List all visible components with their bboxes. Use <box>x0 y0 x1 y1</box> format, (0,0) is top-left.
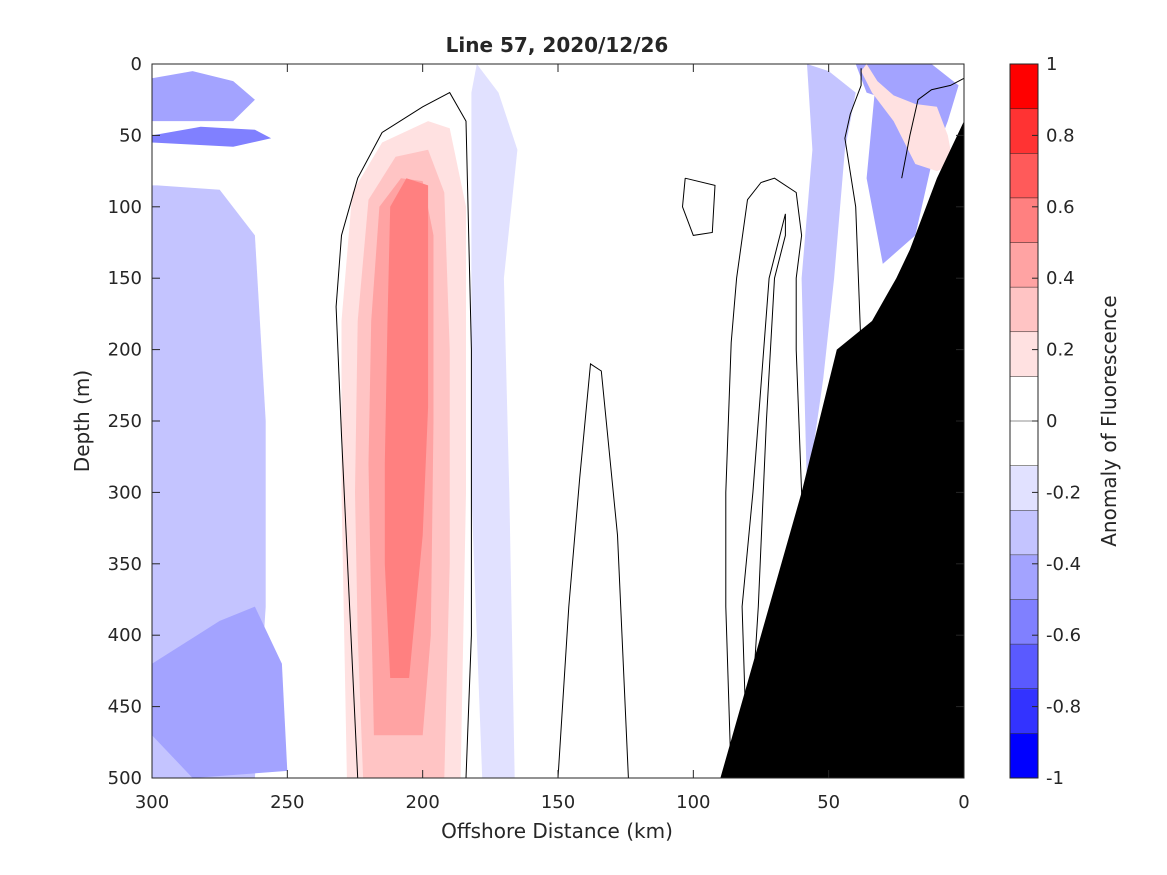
colorbar-tick-label: 0.8 <box>1046 125 1075 146</box>
colorbar-swatch <box>1010 554 1038 600</box>
anomaly-region <box>861 64 954 172</box>
y-tick-label: 50 <box>119 125 142 146</box>
colorbar-tick-label: 0.6 <box>1046 197 1075 218</box>
colorbar-tick-label: -0.8 <box>1046 697 1081 718</box>
colorbar-swatch <box>1010 421 1038 467</box>
colorbar-swatch <box>1010 64 1038 110</box>
anomaly-region <box>152 126 272 147</box>
colorbar-swatches <box>1010 64 1038 779</box>
colorbar-swatch <box>1010 599 1038 645</box>
y-tick-label: 300 <box>108 482 142 503</box>
zero-contour-line <box>901 77 964 179</box>
x-tick-label: 50 <box>817 792 840 813</box>
y-tick-label: 0 <box>131 54 142 75</box>
bathymetry <box>720 121 964 778</box>
zero-contour-line <box>741 213 786 778</box>
colorbar-ticks: 1 0.8 0.6 0.4 0.2 0 -0.2 -0.4 -0.6 -0.8 -1 <box>1032 54 1081 789</box>
colorbar-swatch <box>1010 510 1038 556</box>
colorbar-swatch <box>1010 197 1038 243</box>
colorbar: 1 0.8 0.6 0.4 0.2 0 -0.2 -0.4 -0.6 -0.8 -1 Anomaly… <box>1009 54 1121 789</box>
x-tick-label: 300 <box>135 792 169 813</box>
y-axis-label: Depth (m) <box>70 370 94 472</box>
y-tick-label: 350 <box>108 554 142 575</box>
zero-contours <box>335 68 964 778</box>
chart-title: Line 57, 2020/12/26 <box>446 33 669 57</box>
colorbar-swatch <box>1010 287 1038 333</box>
plot-area: 300 250 200 150 100 50 0 050100150200250300350… <box>108 54 970 813</box>
y-tick-label: 450 <box>108 697 142 718</box>
anomaly-region <box>801 64 856 493</box>
y-tick-label: 500 <box>108 768 142 789</box>
y-axis: 0 50 100 150 200 250 300 350 400 450 500 <box>108 54 964 789</box>
y-tick-label: 100 <box>108 197 142 218</box>
y-tick-label: 200 <box>108 340 142 361</box>
x-axis: 300 250 200 150 100 50 0 <box>135 64 970 813</box>
colorbar-swatch <box>1010 376 1038 422</box>
zero-contour-line <box>681 177 716 236</box>
colorbar-tick-label: -0.6 <box>1046 625 1081 646</box>
colorbar-swatch <box>1010 242 1038 288</box>
y-tick-label: 400 <box>108 625 142 646</box>
anomaly-region <box>558 64 802 150</box>
colorbar-swatch <box>1010 688 1038 734</box>
colorbar-tick-label: 1 <box>1046 54 1057 75</box>
colorbar-swatch <box>1010 644 1038 690</box>
x-tick-label: 200 <box>405 792 439 813</box>
colorbar-tick-label: -1 <box>1046 768 1064 789</box>
zero-contour-line <box>725 177 808 778</box>
anomaly-region <box>152 71 255 122</box>
anomaly-field <box>152 64 959 778</box>
colorbar-tick-label: -0.4 <box>1046 554 1081 575</box>
colorbar-tick-label: 0 <box>1046 411 1057 432</box>
zero-contour-line <box>335 91 472 778</box>
y-tick-label: 250 <box>108 411 142 432</box>
x-tick-label: 150 <box>541 792 575 813</box>
y-tick-label: 150 <box>108 268 142 289</box>
x-tick-label: 100 <box>676 792 710 813</box>
colorbar-swatch <box>1010 331 1038 377</box>
colorbar-swatch <box>1010 465 1038 511</box>
x-tick-label: 0 <box>958 792 969 813</box>
x-axis-label: Offshore Distance (km) <box>441 819 673 843</box>
colorbar-swatch <box>1010 153 1038 199</box>
colorbar-swatch <box>1010 733 1038 779</box>
zero-contour-line <box>557 363 629 778</box>
anomaly-region <box>384 178 429 678</box>
anomaly-region <box>471 64 518 778</box>
x-tick-label: 250 <box>270 792 304 813</box>
anomaly-region <box>152 606 288 778</box>
colorbar-swatch <box>1010 108 1038 154</box>
colorbar-tick-label: 0.2 <box>1046 340 1075 361</box>
colorbar-tick-label: -0.2 <box>1046 482 1081 503</box>
colorbar-tick-label: 0.4 <box>1046 268 1075 289</box>
colorbar-label: Anomaly of Fluorescence <box>1097 295 1121 546</box>
seafloor-shape <box>720 121 964 778</box>
